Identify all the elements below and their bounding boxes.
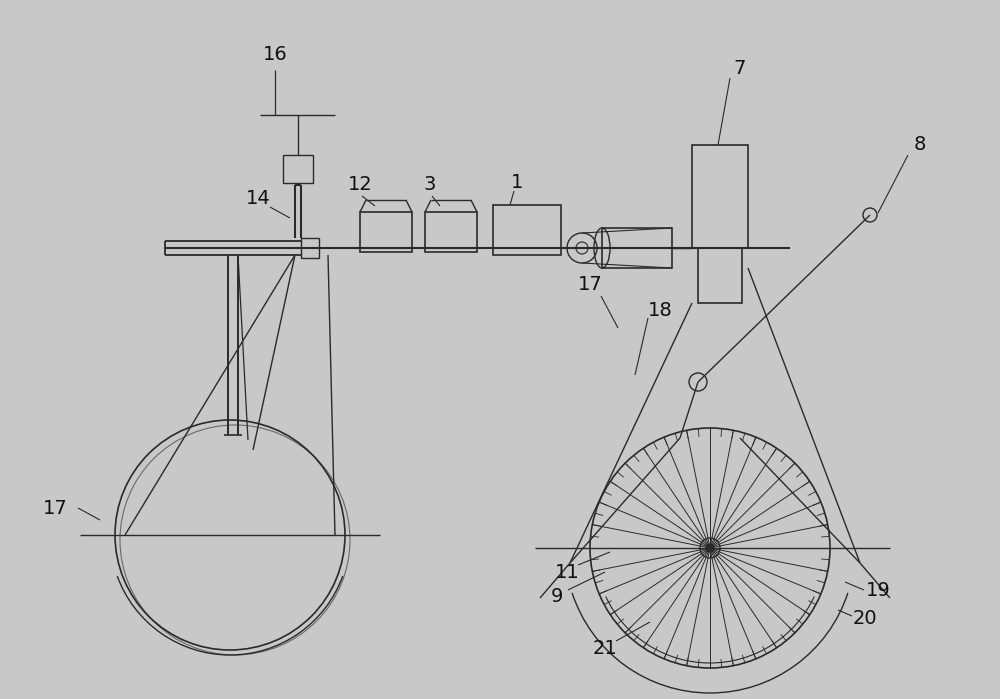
Text: 18: 18: [648, 301, 672, 319]
Text: 17: 17: [43, 498, 67, 517]
Text: 3: 3: [424, 175, 436, 194]
Bar: [360, 212, 412, 252]
Bar: [493, 205, 561, 255]
Circle shape: [706, 544, 714, 552]
Text: 8: 8: [914, 136, 926, 154]
Text: 19: 19: [866, 580, 890, 600]
Text: 16: 16: [263, 45, 287, 64]
Bar: [692, 145, 748, 248]
Text: 20: 20: [853, 609, 877, 628]
Text: 9: 9: [551, 586, 563, 605]
Text: 12: 12: [348, 175, 372, 194]
Text: 21: 21: [593, 638, 617, 658]
Bar: [425, 212, 477, 252]
Text: 7: 7: [734, 59, 746, 78]
Text: 14: 14: [246, 189, 270, 208]
Bar: [283, 155, 313, 183]
Text: 11: 11: [555, 563, 579, 582]
Text: 17: 17: [578, 275, 602, 294]
Bar: [602, 228, 672, 268]
Bar: [301, 238, 319, 258]
Text: 1: 1: [511, 173, 523, 192]
Bar: [698, 248, 742, 303]
